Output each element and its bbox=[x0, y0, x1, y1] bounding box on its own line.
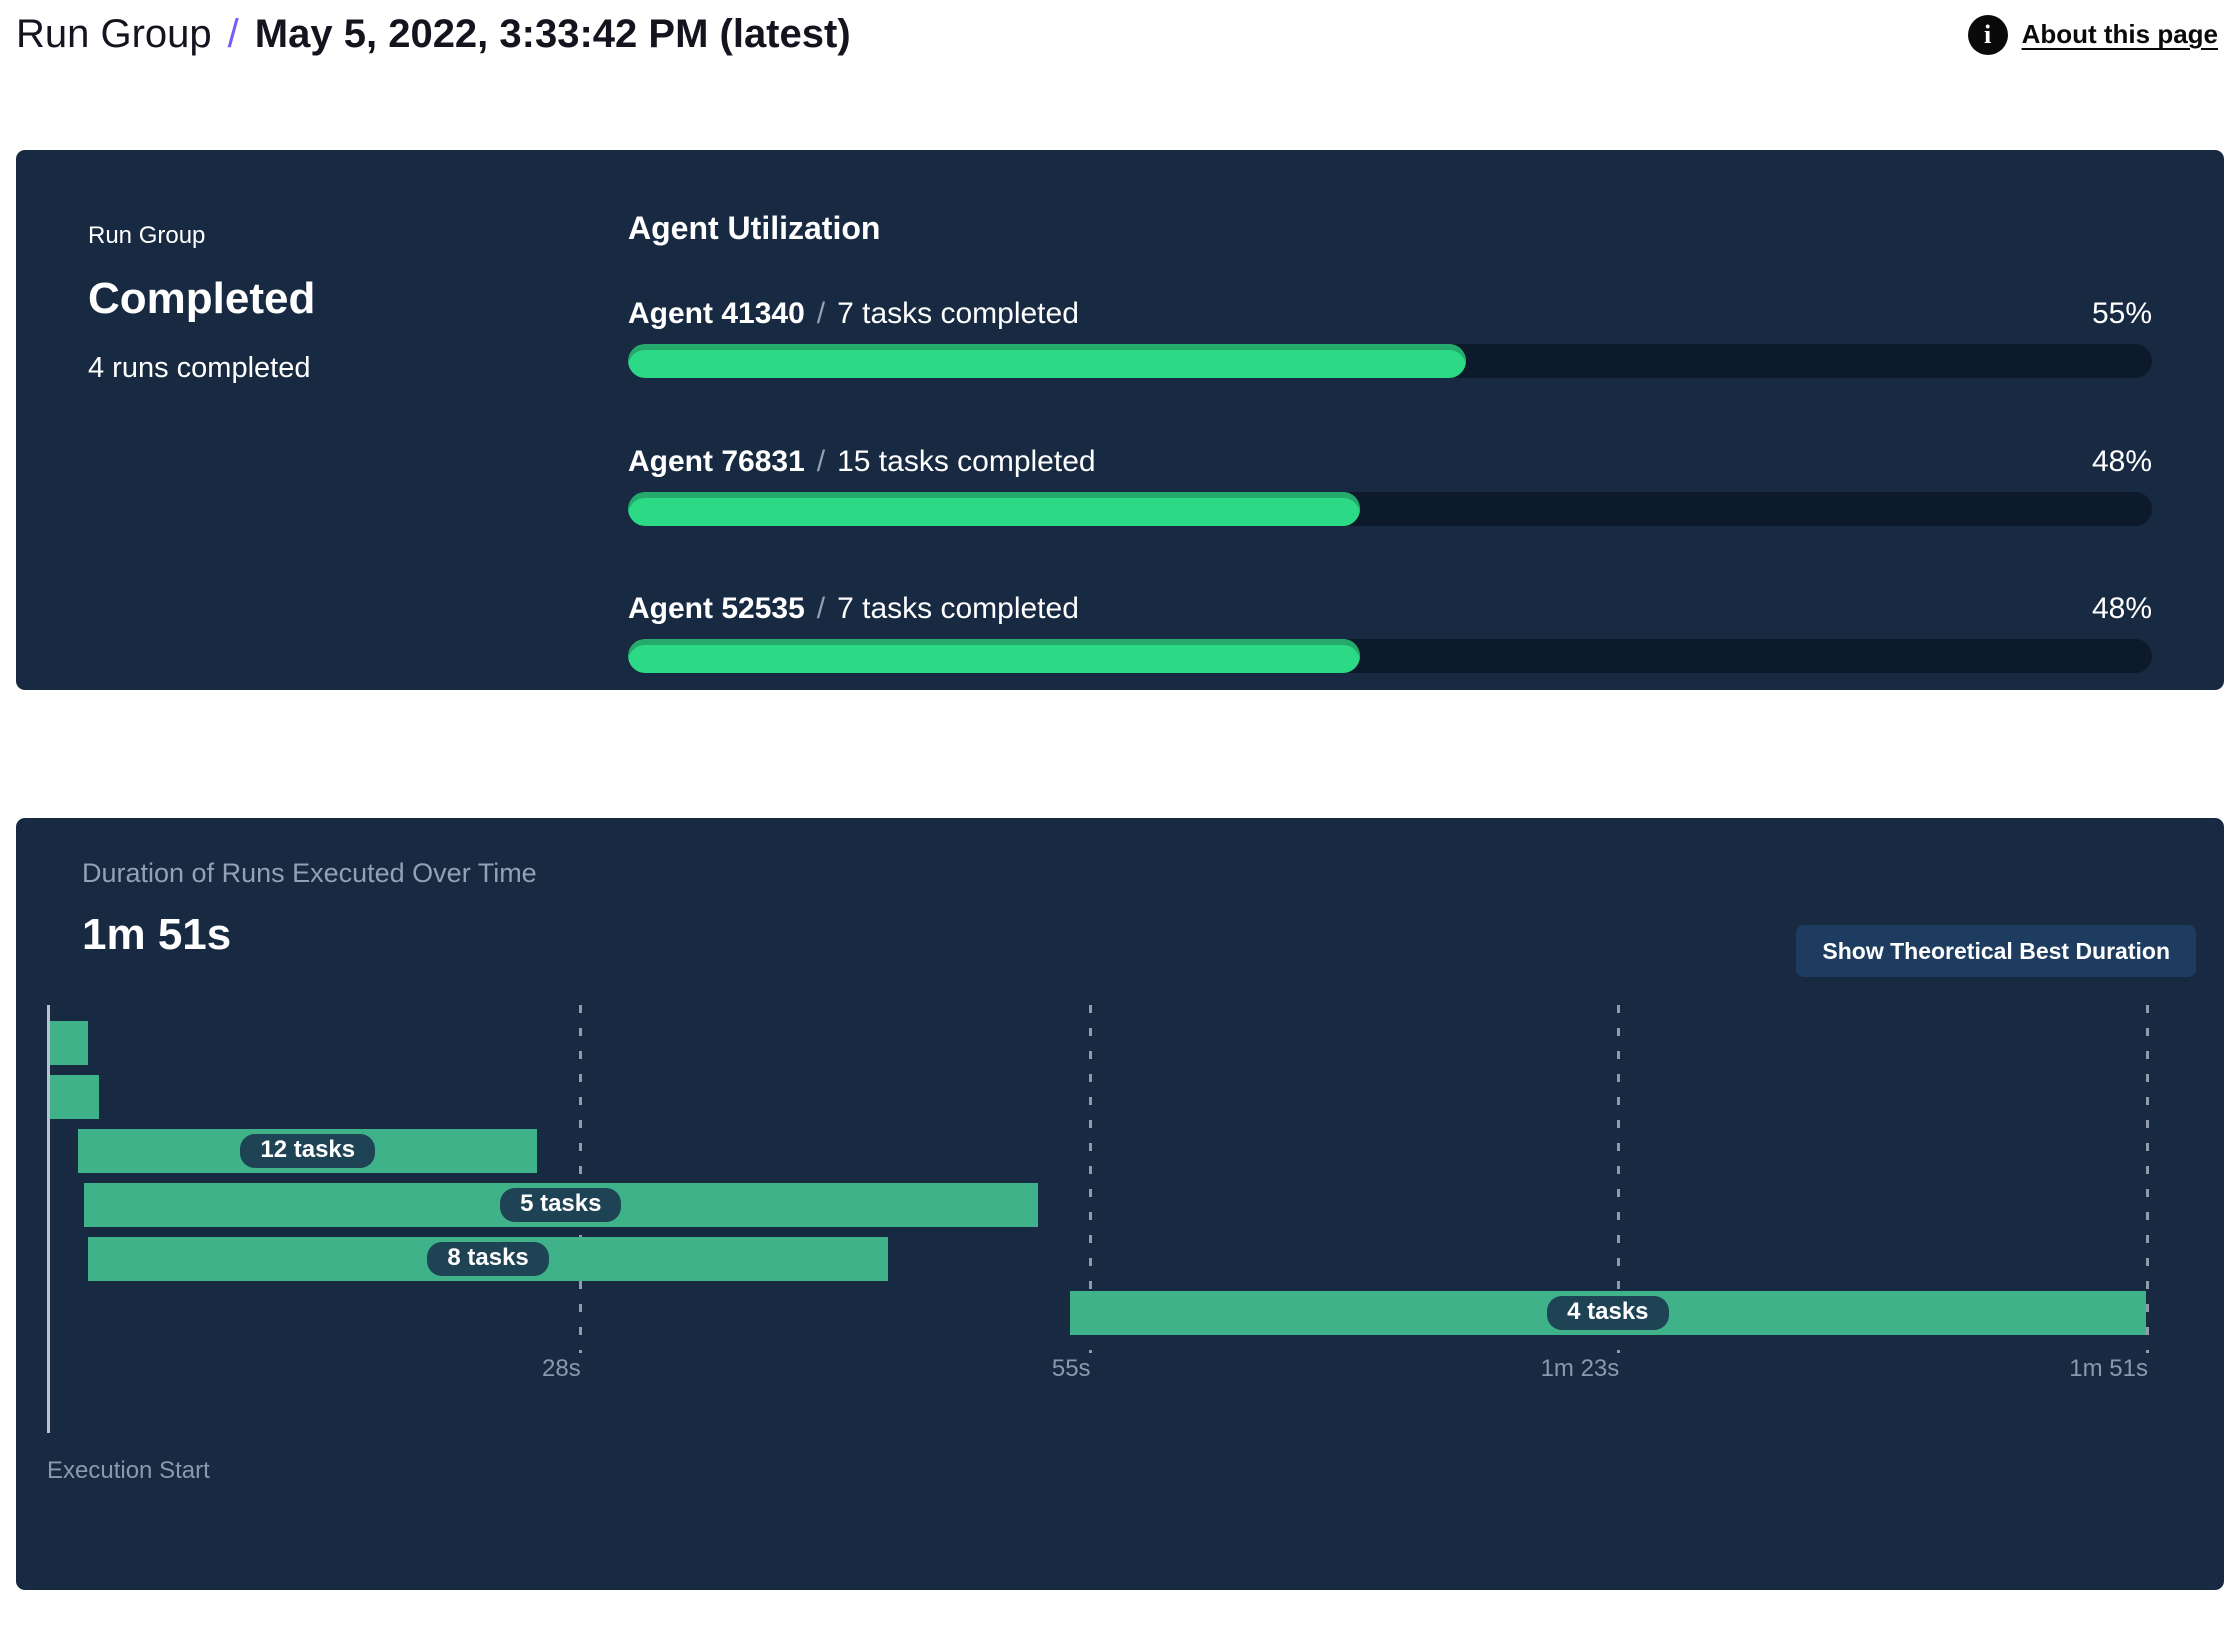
agent-utilization-heading: Agent Utilization bbox=[628, 210, 881, 246]
info-icon: i bbox=[1967, 14, 2008, 55]
agent-row: Agent 76831 / 15 tasks completed 48% bbox=[628, 445, 2152, 526]
x-axis-label: Execution Start bbox=[47, 1457, 210, 1484]
run-group-summary-panel: Run Group Completed 4 runs completed Age… bbox=[16, 150, 2224, 690]
agent-row: Agent 41340 / 7 tasks completed 55% bbox=[628, 297, 2152, 378]
agent-row-label: Agent 76831 / 15 tasks completed 48% bbox=[628, 445, 2152, 485]
gantt-run-bar[interactable] bbox=[50, 1021, 88, 1065]
agent-tasks-completed: 7 tasks completed bbox=[837, 592, 1079, 625]
run-group-status-block: Run Group Completed 4 runs completed bbox=[88, 222, 315, 385]
agent-utilization-percent: 55% bbox=[2091, 297, 2152, 330]
gantt-run-bar[interactable]: 8 tasks bbox=[87, 1237, 889, 1281]
duration-panel: Duration of Runs Executed Over Time 1m 5… bbox=[16, 818, 2224, 1590]
about-link[interactable]: i About this page bbox=[1967, 14, 2218, 55]
utilization-bar-track bbox=[628, 344, 2152, 378]
runs-completed-text: 4 runs completed bbox=[88, 352, 311, 384]
agent-label-separator: / bbox=[816, 592, 826, 625]
x-gridline bbox=[578, 1005, 582, 1353]
agent-tasks-completed: 7 tasks completed bbox=[837, 297, 1079, 330]
page-title: May 5, 2022, 3:33:42 PM (latest) bbox=[254, 12, 851, 56]
utilization-bar-track bbox=[628, 492, 2152, 526]
duration-chart-title: Duration of Runs Executed Over Time bbox=[82, 858, 537, 888]
breadcrumb: Run Group / May 5, 2022, 3:33:42 PM (lat… bbox=[16, 12, 851, 57]
y-axis-line bbox=[47, 1005, 50, 1433]
agent-name: Agent 52535 bbox=[628, 592, 805, 625]
utilization-bar-track bbox=[628, 639, 2152, 673]
task-count-pill: 5 tasks bbox=[500, 1188, 622, 1222]
total-duration: 1m 51s bbox=[82, 910, 232, 959]
breadcrumb-run-group[interactable]: Run Group bbox=[16, 12, 212, 56]
x-tick-label: 1m 51s bbox=[2069, 1355, 2148, 1382]
breadcrumb-separator: / bbox=[227, 12, 239, 56]
gantt-run-bar[interactable]: 5 tasks bbox=[83, 1183, 1038, 1227]
x-gridline bbox=[1617, 1005, 1621, 1353]
utilization-bar-fill bbox=[628, 344, 1467, 378]
gantt-plot: Execution Start 28s 55s 1m 23s 1m 51s 12 tas… bbox=[16, 1005, 2224, 1545]
run-group-label: Run Group bbox=[88, 222, 206, 249]
x-tick-label: 1m 23s bbox=[1540, 1355, 1620, 1382]
agent-row-label: Agent 41340 / 7 tasks completed 55% bbox=[628, 297, 2152, 337]
agent-name: Agent 76831 bbox=[628, 445, 805, 478]
agent-row: Agent 52535 / 7 tasks completed 48% bbox=[628, 592, 2152, 673]
about-link-label: About this page bbox=[2021, 19, 2218, 49]
agent-label-separator: / bbox=[816, 297, 826, 330]
agent-label-separator: / bbox=[816, 445, 826, 478]
x-gridline bbox=[1088, 1005, 1092, 1353]
gantt-run-bar[interactable]: 12 tasks bbox=[78, 1129, 538, 1173]
page-header: Run Group / May 5, 2022, 3:33:42 PM (lat… bbox=[16, 12, 2218, 57]
gantt-run-bar[interactable] bbox=[50, 1075, 100, 1119]
agent-name: Agent 41340 bbox=[628, 297, 805, 330]
x-tick-label: 28s bbox=[542, 1355, 581, 1382]
agent-row-label: Agent 52535 / 7 tasks completed 48% bbox=[628, 592, 2152, 632]
utilization-bar-fill bbox=[628, 492, 1360, 526]
task-count-pill: 12 tasks bbox=[240, 1134, 376, 1168]
x-tick-label: 55s bbox=[1051, 1355, 1091, 1382]
gantt-run-bar[interactable]: 4 tasks bbox=[1069, 1291, 2146, 1335]
agent-utilization-percent: 48% bbox=[2091, 445, 2152, 478]
task-count-pill: 8 tasks bbox=[427, 1242, 549, 1276]
utilization-bar-fill bbox=[628, 639, 1360, 673]
show-theoretical-best-button[interactable]: Show Theoretical Best Duration bbox=[1796, 925, 2196, 977]
agent-utilization-section: Agent Utilization Agent 41340 / 7 tasks … bbox=[628, 210, 2152, 673]
status-text: Completed bbox=[88, 274, 316, 323]
x-gridline bbox=[2146, 1005, 2149, 1353]
agent-utilization-percent: 48% bbox=[2091, 592, 2152, 625]
task-count-pill: 4 tasks bbox=[1547, 1296, 1669, 1330]
agent-tasks-completed: 15 tasks completed bbox=[837, 445, 1096, 478]
